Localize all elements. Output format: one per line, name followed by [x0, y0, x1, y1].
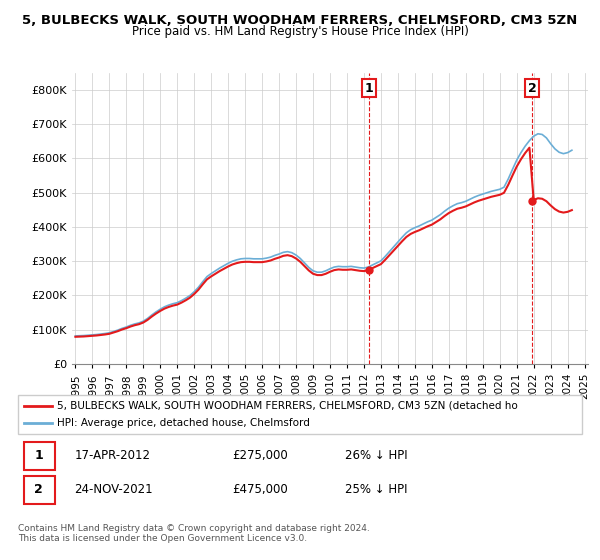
Text: 2: 2 [527, 82, 536, 95]
Text: 5, BULBECKS WALK, SOUTH WOODHAM FERRERS, CHELMSFORD, CM3 5ZN: 5, BULBECKS WALK, SOUTH WOODHAM FERRERS,… [22, 14, 578, 27]
Text: £475,000: £475,000 [232, 483, 288, 497]
Text: 2: 2 [34, 483, 43, 497]
FancyBboxPatch shape [23, 442, 55, 469]
Text: HPI: Average price, detached house, Chelmsford: HPI: Average price, detached house, Chel… [58, 418, 310, 428]
FancyBboxPatch shape [23, 476, 55, 504]
FancyBboxPatch shape [18, 395, 582, 434]
Text: 25% ↓ HPI: 25% ↓ HPI [345, 483, 407, 497]
Text: 26% ↓ HPI: 26% ↓ HPI [345, 449, 408, 462]
Text: £275,000: £275,000 [232, 449, 288, 462]
Text: 24-NOV-2021: 24-NOV-2021 [74, 483, 153, 497]
Text: 1: 1 [364, 82, 373, 95]
Text: Contains HM Land Registry data © Crown copyright and database right 2024.
This d: Contains HM Land Registry data © Crown c… [18, 524, 370, 543]
Text: 5, BULBECKS WALK, SOUTH WOODHAM FERRERS, CHELMSFORD, CM3 5ZN (detached ho: 5, BULBECKS WALK, SOUTH WOODHAM FERRERS,… [58, 401, 518, 411]
Text: Price paid vs. HM Land Registry's House Price Index (HPI): Price paid vs. HM Land Registry's House … [131, 25, 469, 38]
Text: 17-APR-2012: 17-APR-2012 [74, 449, 151, 462]
Text: 1: 1 [34, 449, 43, 462]
